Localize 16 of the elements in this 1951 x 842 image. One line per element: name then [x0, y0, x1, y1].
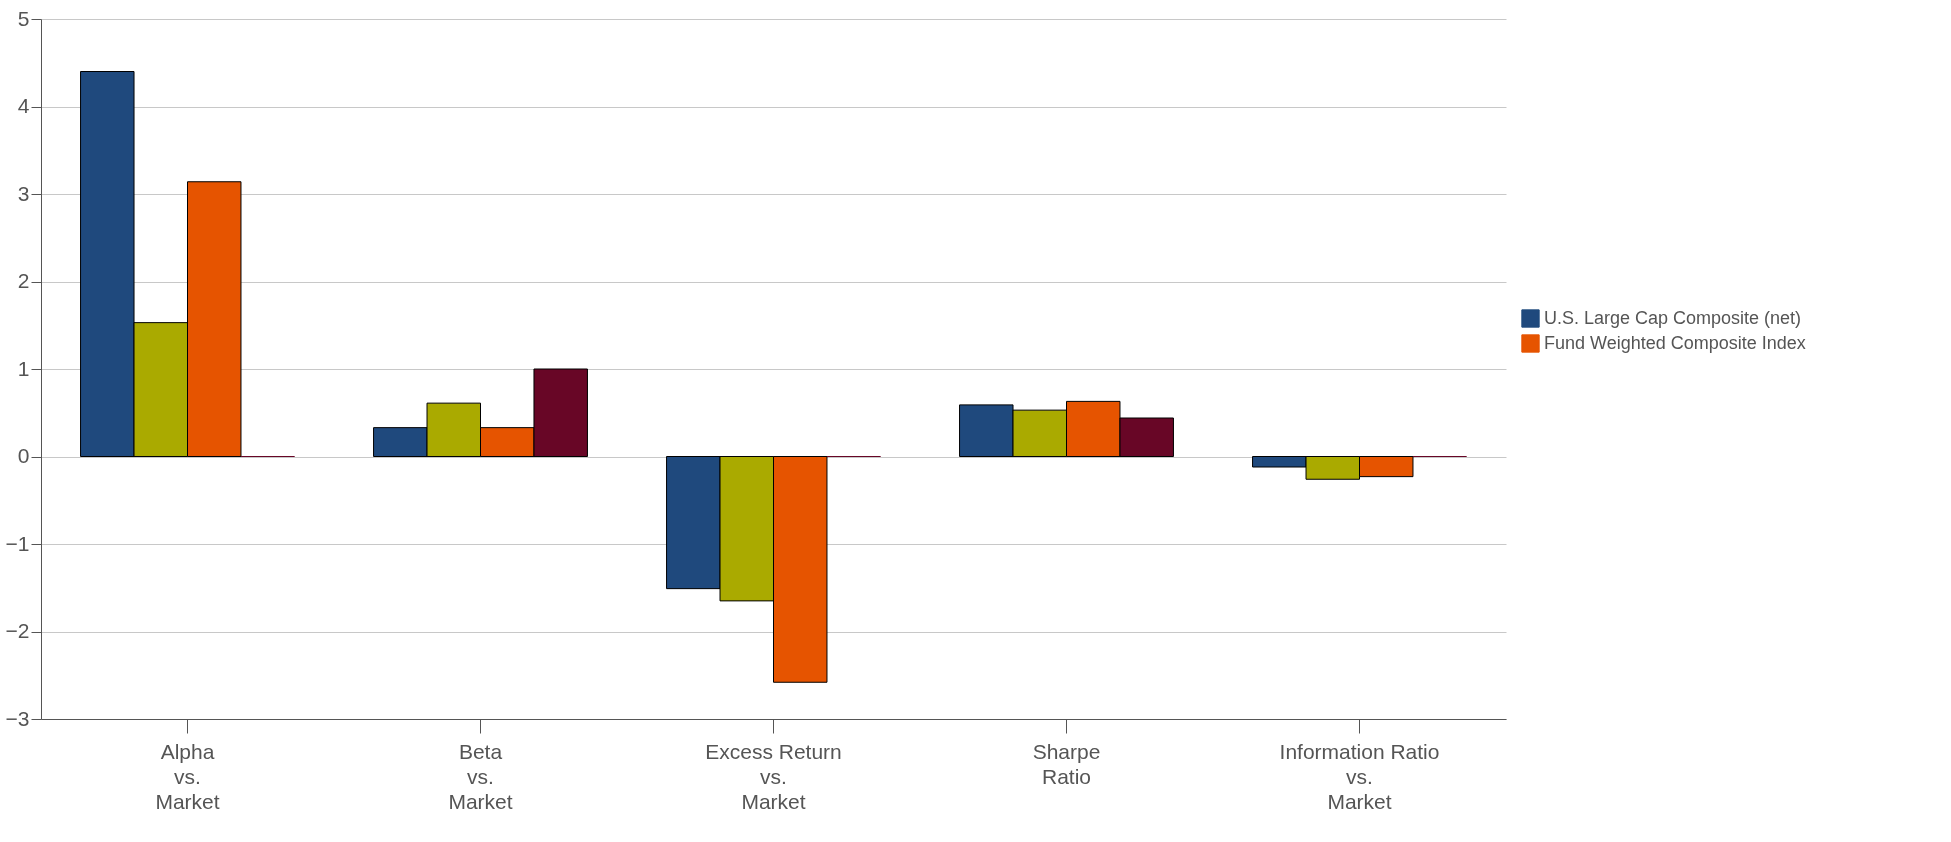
- y-tick-label: 5: [17, 6, 30, 30]
- y-tick-label: 0: [17, 444, 30, 467]
- x-tick-label: Alpha vs. Market: [155, 739, 220, 813]
- y-tick-label: 4: [17, 94, 30, 117]
- legend-label: Fund Weighted Composite Index: [1544, 332, 1806, 353]
- x-tick-label: Excess Return vs. Market: [705, 739, 842, 813]
- legend-label: U.S. Large Cap Composite (net): [1544, 307, 1802, 328]
- x-tick-label: Information Ratio vs. Market: [1279, 739, 1440, 813]
- y-tick-label: −2: [5, 619, 30, 642]
- y-tick-label: −1: [5, 531, 30, 555]
- y-tick-label: 1: [17, 356, 30, 380]
- x-tick-label: Beta vs. Market: [448, 739, 513, 813]
- x-tick-label: Sharpe Ratio: [1032, 739, 1101, 788]
- y-tick-label: 3: [17, 181, 30, 205]
- y-tick-label: −3: [5, 706, 30, 730]
- y-tick-label: 2: [17, 269, 30, 292]
